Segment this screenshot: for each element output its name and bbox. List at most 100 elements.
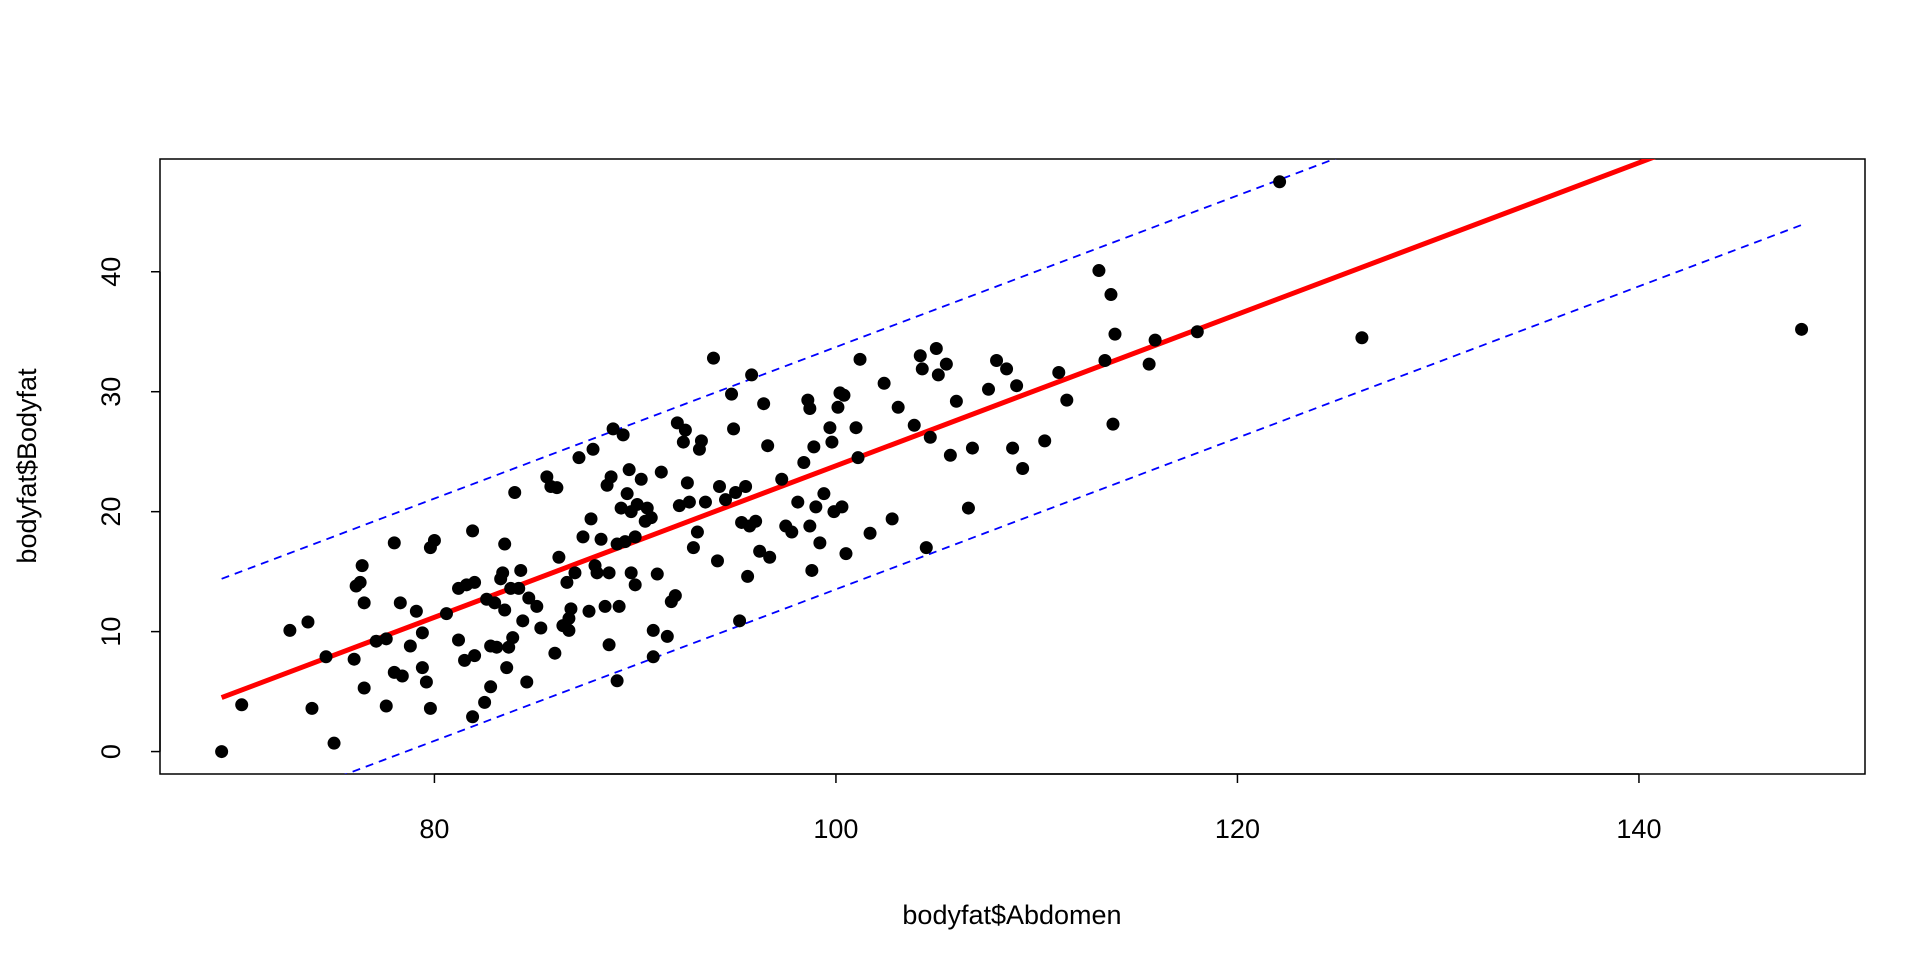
point [522,591,536,605]
point [805,563,819,577]
point [739,479,753,493]
point [785,525,799,539]
point [698,495,712,509]
point [568,566,582,580]
point [727,422,741,436]
point [616,428,630,442]
point [849,421,863,435]
point [680,476,694,490]
point [761,439,775,453]
point [506,631,520,645]
point [931,368,945,382]
point [634,472,648,486]
point [610,674,624,688]
x-tick-label: 80 [419,814,449,844]
point [466,710,480,724]
point [682,495,696,509]
point [508,485,522,499]
point [676,435,690,449]
y-tick-label: 20 [96,497,126,527]
point [604,470,618,484]
point [1038,434,1052,448]
point [753,544,767,558]
point [283,623,297,637]
point [319,650,333,664]
point [387,536,401,550]
point [512,581,526,595]
point [552,550,566,564]
x-tick-label: 120 [1215,814,1260,844]
point [369,634,383,648]
point [498,537,512,551]
point [379,632,393,646]
point [949,394,963,408]
point [733,614,747,628]
point [837,388,851,402]
point [749,514,763,528]
point [606,422,620,436]
plot-area [215,159,1809,774]
point [825,435,839,449]
point [943,448,957,462]
point [877,376,891,390]
point [797,455,811,469]
point [1010,379,1024,393]
point [584,512,598,526]
point [686,541,700,555]
point [923,430,937,444]
point [907,418,921,432]
point [620,487,634,501]
point [915,362,929,376]
point [710,554,724,568]
point [1148,333,1162,347]
point [628,530,642,544]
point [564,602,578,616]
point [929,342,943,356]
point [582,604,596,618]
point [439,607,453,621]
point [490,640,504,654]
point [572,451,586,465]
point [1052,366,1066,380]
prediction-band [344,224,1802,774]
x-tick-label: 140 [1616,814,1661,844]
point [562,623,576,637]
point [694,434,708,448]
point [1190,325,1204,339]
point [516,614,530,628]
point [990,354,1004,368]
y-axis-label: bodyfat$Bodyfat [12,368,42,564]
point [660,629,674,643]
point [548,646,562,660]
point [427,533,441,547]
point [965,441,979,455]
point [1006,441,1020,455]
point [1106,417,1120,431]
y-tick-label: 0 [96,744,126,759]
point [498,603,512,617]
point [357,681,371,695]
point [919,541,933,555]
point [729,485,743,499]
point [560,575,574,589]
point [452,633,466,647]
point [500,661,514,675]
x-axis-label: bodyfat$Abdomen [902,900,1121,930]
point [1108,327,1122,341]
point [1795,322,1809,336]
point [602,566,616,580]
point [775,472,789,486]
fit-line [220,159,1657,700]
point [863,526,877,540]
point [379,699,393,713]
point [803,402,817,416]
point [885,512,899,526]
point [327,736,341,750]
point [496,566,510,580]
point [831,400,845,414]
point [484,680,498,694]
y-tick-label: 40 [96,257,126,287]
point [646,623,660,637]
point [530,599,544,613]
point [594,532,608,546]
